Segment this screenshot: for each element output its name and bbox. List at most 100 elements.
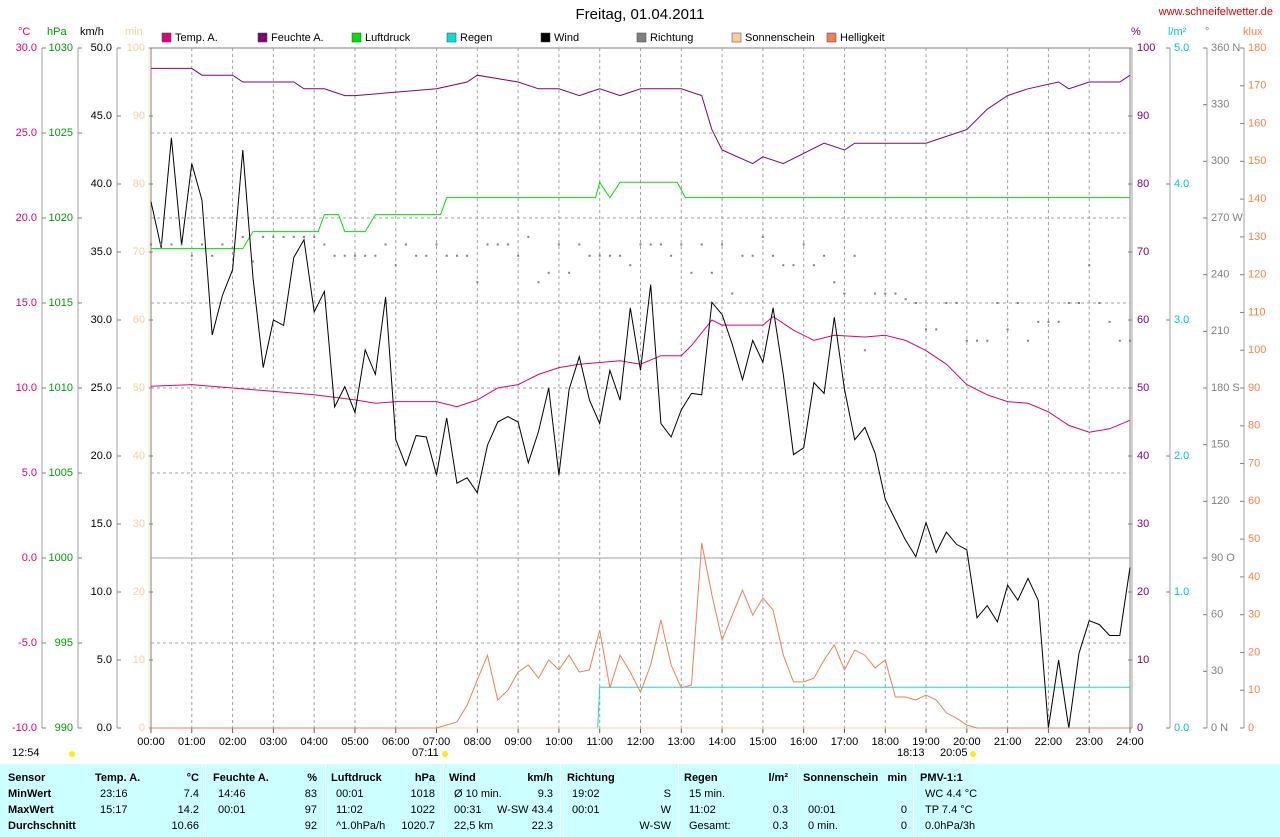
- direction-dot: [517, 254, 520, 257]
- series-line: [150, 137, 1131, 729]
- x-tick-label: 16:00: [790, 736, 818, 748]
- cell-value: 83: [304, 788, 317, 800]
- cell-value: W: [660, 804, 671, 816]
- y-tick-label: 20: [133, 586, 145, 598]
- x-tick-label: 01:00: [178, 736, 206, 748]
- direction-dot: [537, 281, 540, 284]
- y-tick-label: 1020: [49, 212, 73, 224]
- cell-label: ^1.0hPa/h: [336, 820, 386, 832]
- column-unit: °C: [186, 772, 199, 784]
- direction-dot: [323, 243, 326, 246]
- y-tick-label: 140: [1248, 193, 1266, 205]
- cell-label: Ø 10 min.: [454, 788, 502, 800]
- x-tick-label: 14:00: [708, 736, 736, 748]
- y-tick-label: 120: [1248, 269, 1266, 281]
- y-tick-label: 1005: [49, 467, 73, 479]
- y-tick-label: 0.0: [1174, 722, 1189, 734]
- direction-dot: [823, 254, 826, 257]
- y-tick-label: 1015: [49, 297, 73, 309]
- cell-label: 22,5 km: [454, 820, 494, 832]
- y-tick-label: 330: [1211, 99, 1229, 111]
- y-tick-label: 50.0: [91, 42, 112, 54]
- column-header: Feuchte A.: [213, 772, 269, 784]
- axis-unit: hPa: [47, 26, 67, 38]
- y-tick-label: 50: [133, 382, 145, 394]
- cell-value: 22.3: [531, 820, 553, 832]
- legend-label: Sonnenschein: [745, 32, 815, 44]
- y-tick-label: 0 N: [1211, 722, 1228, 734]
- direction-dot: [180, 243, 183, 246]
- direction-dot: [608, 254, 611, 257]
- direction-dot: [364, 254, 367, 257]
- x-tick-label: 03:00: [260, 736, 288, 748]
- axis-unit: klux: [1243, 26, 1263, 38]
- direction-dot: [935, 328, 938, 331]
- x-tick-label: 21:00: [994, 736, 1022, 748]
- y-tick-label: 180: [1248, 42, 1266, 54]
- direction-dot: [272, 235, 275, 238]
- direction-dot: [557, 243, 560, 246]
- direction-dot: [496, 243, 499, 246]
- y-tick-label: 20.0: [16, 212, 37, 224]
- y-tick-label: 15.0: [16, 297, 37, 309]
- cell-value: 1022: [410, 804, 435, 816]
- axis-unit: km/h: [80, 26, 104, 38]
- y-tick-label: 80: [1248, 420, 1260, 432]
- y-tick-label: 130: [1248, 231, 1266, 243]
- y-tick-label: 150: [1211, 439, 1229, 451]
- y-tick-label: 90: [1137, 110, 1149, 122]
- y-tick-label: 20.0: [91, 450, 112, 462]
- legend-swatch: [161, 32, 172, 43]
- y-tick-label: 50: [1248, 533, 1260, 545]
- y-tick-label: 40: [1137, 450, 1149, 462]
- cell-label: 00:01: [572, 804, 600, 816]
- legend-swatch: [636, 32, 647, 43]
- direction-dot: [680, 243, 683, 246]
- direction-dot: [313, 235, 316, 238]
- cell-value: 92: [304, 820, 317, 832]
- y-tick-label: 5.0: [1174, 42, 1189, 54]
- x-tick-label: 19:00: [912, 736, 940, 748]
- direction-dot: [251, 260, 254, 263]
- direction-dot: [598, 254, 601, 257]
- cell-value: 10.66: [171, 820, 199, 832]
- direction-dot: [904, 298, 907, 301]
- direction-dot: [394, 264, 397, 267]
- direction-dot: [353, 254, 356, 257]
- y-tick-label: 1030: [49, 42, 73, 54]
- column-separator: [913, 764, 914, 837]
- series-line: [150, 315, 1131, 433]
- x-tick-label: 10:00: [545, 736, 573, 748]
- row-label: MinWert: [8, 788, 52, 800]
- direction-dot: [435, 243, 438, 246]
- series-line: [151, 67, 1131, 165]
- direction-dot: [170, 243, 173, 246]
- chart-title: Freitag, 01.04.2011: [576, 6, 705, 23]
- y-tick-label: -10.0: [12, 722, 37, 734]
- y-tick-label: 100: [1137, 42, 1155, 54]
- y-tick-label: 30: [1137, 518, 1149, 530]
- cell-label: 19:02: [572, 788, 600, 800]
- direction-dot: [404, 243, 407, 246]
- column-separator: [325, 764, 326, 837]
- cell-label: 00:01: [336, 788, 364, 800]
- y-tick-label: 40.0: [91, 178, 112, 190]
- direction-dot: [976, 339, 979, 342]
- column-header: Wind: [449, 772, 476, 784]
- direction-dot: [568, 271, 571, 274]
- cell-value: 1018: [410, 788, 435, 800]
- y-tick-label: 30: [133, 518, 145, 530]
- direction-dot: [649, 243, 652, 246]
- direction-dot: [200, 243, 203, 246]
- cell-label: 23:16: [100, 788, 128, 800]
- legend-swatch: [540, 32, 551, 43]
- y-tick-label: 10.0: [91, 586, 112, 598]
- cell-label: 11:02: [336, 804, 363, 816]
- y-tick-label: 30: [1211, 665, 1223, 677]
- y-tick-label: 30.0: [16, 42, 37, 54]
- axis-unit: min: [125, 26, 143, 38]
- direction-dot: [506, 243, 509, 246]
- series-line: [151, 542, 1130, 729]
- direction-dot: [1057, 320, 1060, 323]
- x-tick-label: 23:00: [1075, 736, 1103, 748]
